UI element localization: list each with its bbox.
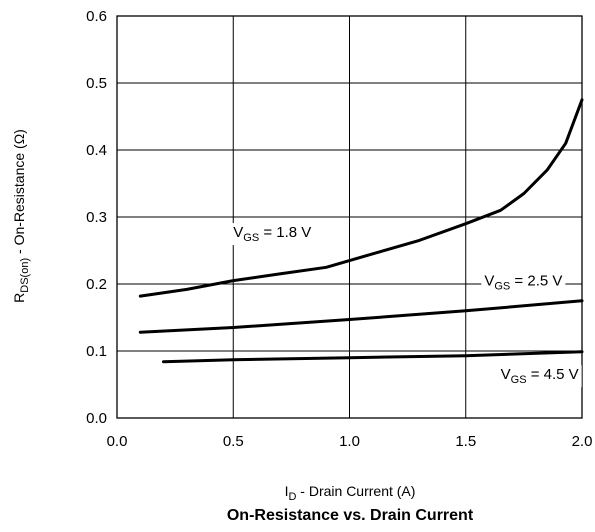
y-tick-label: 0.4 [86,142,107,159]
plot-frame [116,15,583,419]
series-line-1 [138,98,584,298]
grid [117,16,582,418]
series-line-2 [138,299,584,334]
y-tick-label: 0.1 [86,343,107,360]
y-tick-label: 0.2 [86,276,107,293]
x-tick-label: 0.5 [223,433,244,450]
x-tick-label: 2.0 [572,433,593,450]
y-tick-label: 0.0 [86,410,107,427]
y-tick-label: 0.3 [86,209,107,226]
x-axis-label: ID - Drain Current (A) [285,483,416,503]
chart-title: On-Resistance vs. Drain Current [227,507,474,524]
series-group [138,98,584,364]
x-tick-labels: 0.0 0.5 1.0 1.5 2.0 [107,433,593,450]
y-tick-label: 0.6 [86,8,107,25]
series-label-3: VGS = 4.5 V [501,366,579,386]
x-tick-label: 1.0 [339,433,360,450]
series-labels: VGS = 1.8 V VGS = 2.5 V VGS = 4.5 V [230,223,582,388]
x-tick-label: 1.5 [455,433,476,450]
series-label-2: VGS = 2.5 V [484,272,562,292]
series-line-3 [162,350,584,364]
series-label-1: VGS = 1.8 V [233,224,311,244]
y-tick-labels: 0.0 0.1 0.2 0.3 0.4 0.5 0.6 [86,8,107,427]
series-label-background [230,223,315,246]
series-label-background [497,365,582,388]
series-label-background [481,271,566,294]
x-tick-label: 0.0 [107,433,128,450]
y-axis-label: RDS(on) - On-Resistance (Ω) [11,129,31,303]
y-tick-label: 0.5 [86,75,107,92]
